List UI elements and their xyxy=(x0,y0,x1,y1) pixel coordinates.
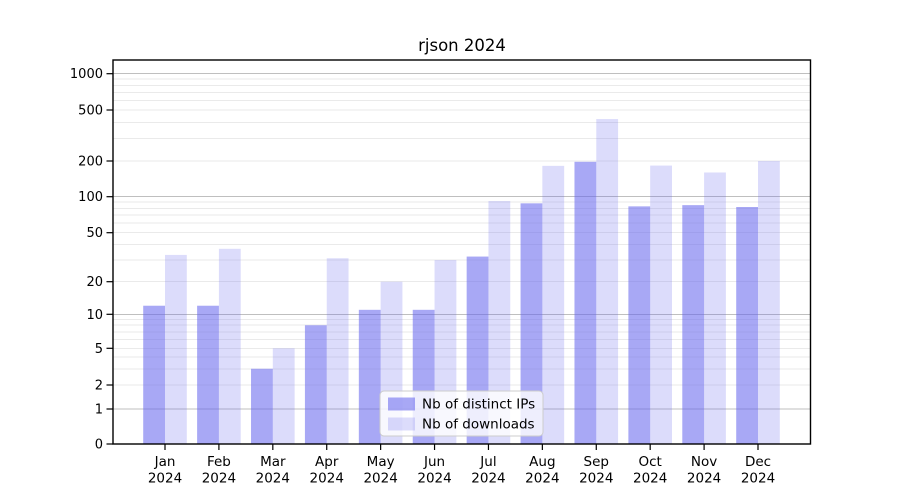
x-tick-label: Apr 2024 xyxy=(310,454,344,487)
bar-downloads xyxy=(488,201,511,444)
x-tick-label: Jun 2024 xyxy=(417,454,451,487)
bar-distinct-ips xyxy=(197,305,219,444)
x-tick-label: Aug 2024 xyxy=(525,454,559,487)
bar-distinct-ips xyxy=(736,207,758,444)
x-tick-label: Sep 2024 xyxy=(579,454,613,487)
y-tick-label: 10 xyxy=(86,308,103,323)
legend-label-downloads: Nb of downloads xyxy=(422,417,535,433)
bar-distinct-ips xyxy=(628,206,651,444)
bar-distinct-ips xyxy=(358,309,381,444)
y-tick-label: 20 xyxy=(86,275,103,290)
legend-swatch-distinct-ips xyxy=(388,397,415,411)
bar-distinct-ips xyxy=(251,368,273,444)
bar-downloads xyxy=(326,258,349,444)
bar-downloads xyxy=(650,165,672,444)
x-tick-label: Mar 2024 xyxy=(256,454,290,487)
y-tick-label: 1 xyxy=(95,403,103,418)
y-tick-label: 100 xyxy=(78,190,103,205)
plot-border xyxy=(112,59,812,445)
x-tick-label: Jul 2024 xyxy=(471,454,505,487)
x-tick-label: Dec 2024 xyxy=(741,454,775,487)
bar-distinct-ips xyxy=(143,305,165,444)
bar-downloads xyxy=(218,248,241,444)
bar-downloads xyxy=(542,165,565,444)
x-tick-label: May 2024 xyxy=(363,454,397,487)
bar-downloads xyxy=(758,161,780,444)
y-tick-label: 5 xyxy=(95,342,103,357)
x-tick-label: Oct 2024 xyxy=(633,454,667,487)
axis-ticks xyxy=(106,73,759,450)
y-axis-labels: 0 1 2 5 10 20 50 100 200 500 1000 xyxy=(70,67,103,452)
x-tick-label: Feb 2024 xyxy=(202,454,236,487)
bar-downloads xyxy=(596,119,619,445)
bar-downloads xyxy=(704,172,726,444)
y-tick-label: 500 xyxy=(78,104,103,119)
legend-swatch-downloads xyxy=(388,417,415,431)
y-tick-label: 200 xyxy=(78,155,103,170)
chart-title: rjson 2024 xyxy=(418,36,506,55)
y-tick-label: 0 xyxy=(95,438,103,453)
bar-distinct-ips xyxy=(682,205,705,444)
y-tick-label: 50 xyxy=(86,226,103,241)
bar-downloads xyxy=(272,348,295,444)
bar-downloads xyxy=(165,254,187,444)
bar-distinct-ips xyxy=(304,325,327,444)
bar-distinct-ips xyxy=(520,203,543,444)
x-tick-label: Jan 2024 xyxy=(148,454,182,487)
legend: Nb of distinct IPs Nb of downloads xyxy=(379,390,544,437)
x-tick-label: Nov 2024 xyxy=(687,454,721,487)
legend-label-distinct-ips: Nb of distinct IPs xyxy=(422,397,535,413)
bar-distinct-ips xyxy=(574,161,597,444)
y-tick-label: 1000 xyxy=(70,67,103,82)
x-axis-labels: Jan 2024 Feb 2024 Mar 2024 Apr 2024 May 2024 Jun 20… xyxy=(148,454,775,487)
y-tick-label: 2 xyxy=(95,379,103,394)
legend-box xyxy=(379,390,544,437)
